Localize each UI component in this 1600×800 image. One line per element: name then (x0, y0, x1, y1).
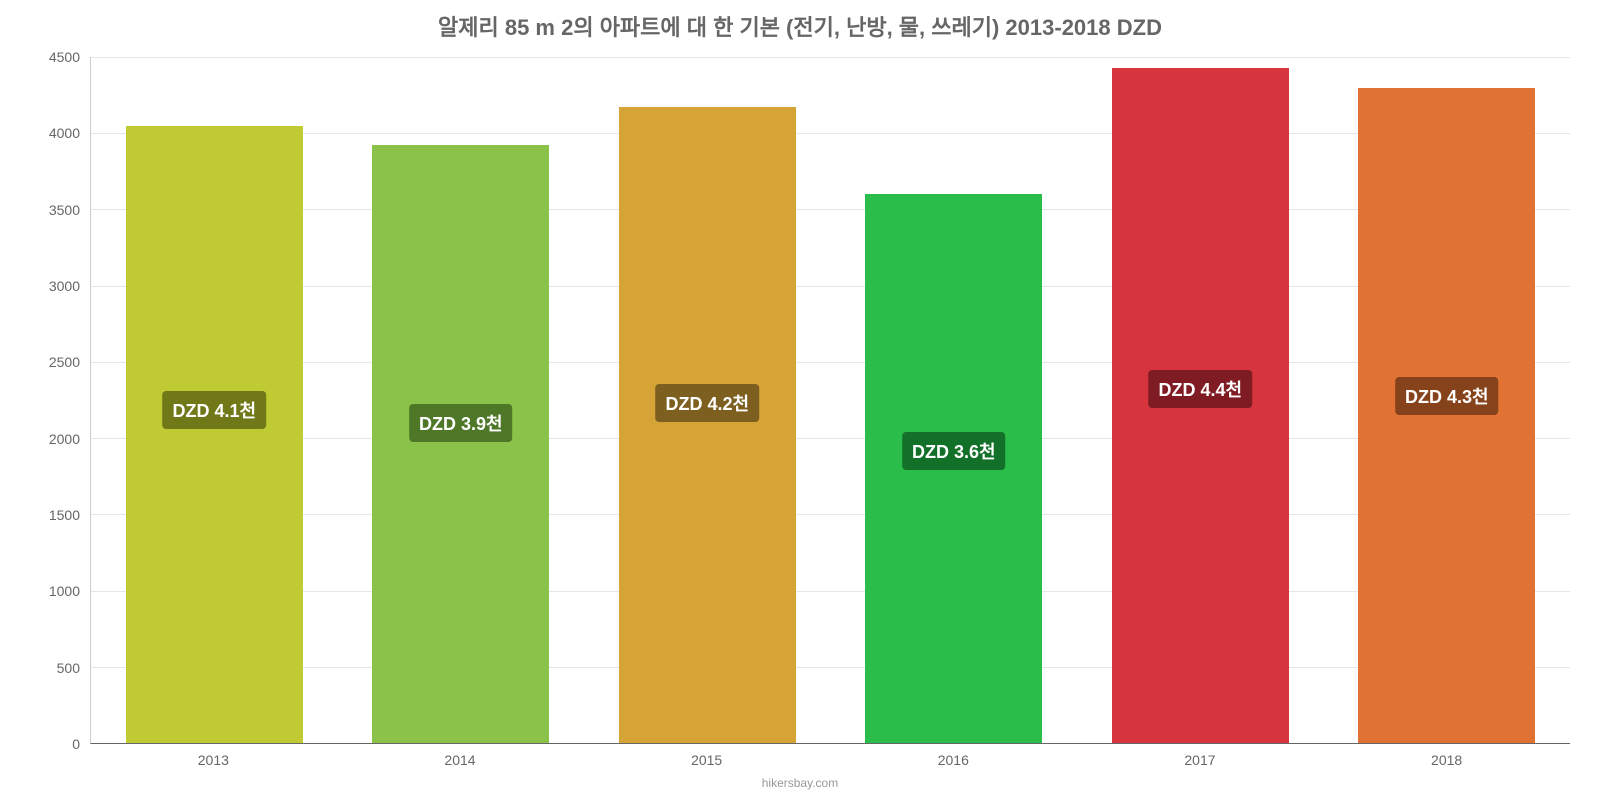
plot-area: DZD 4.1천 DZD 3.9천 DZD 4.2천 DZD 3.6천 DZD 4.4천… (90, 57, 1570, 744)
bar-label-2013: DZD 4.1천 (162, 391, 266, 429)
bar-group-2018: DZD 4.3천 (1358, 57, 1535, 743)
bar-label-2017: DZD 4.4천 (1148, 370, 1252, 408)
bar-group-2016: DZD 3.6천 (865, 57, 1042, 743)
x-tick: 2018 (1358, 752, 1536, 768)
x-tick: 2015 (618, 752, 796, 768)
bar-group-2013: DZD 4.1천 (126, 57, 303, 743)
bar-label-2016: DZD 3.6천 (902, 432, 1006, 470)
x-axis: 2013 2014 2015 2016 2017 2018 (90, 752, 1570, 768)
x-tick: 2013 (125, 752, 303, 768)
footer-text: hikersbay.com (762, 776, 838, 790)
bar-2015: DZD 4.2천 (619, 107, 796, 743)
bar-label-2018: DZD 4.3천 (1395, 377, 1499, 415)
bar-2014: DZD 3.9천 (372, 145, 549, 743)
bar-label-2015: DZD 4.2천 (655, 384, 759, 422)
bar-label-2014: DZD 3.9천 (409, 404, 513, 442)
chart-container: 4500 4000 3500 3000 2500 2000 1500 1000 … (30, 57, 1570, 744)
bar-2013: DZD 4.1천 (126, 126, 303, 743)
bars-container: DZD 4.1천 DZD 3.9천 DZD 4.2천 DZD 3.6천 DZD 4.4천… (91, 57, 1570, 743)
x-tick: 2014 (371, 752, 549, 768)
bar-2017: DZD 4.4천 (1112, 68, 1289, 743)
bar-group-2017: DZD 4.4천 (1112, 57, 1289, 743)
x-tick: 2016 (865, 752, 1043, 768)
bar-group-2014: DZD 3.9천 (372, 57, 549, 743)
bar-group-2015: DZD 4.2천 (619, 57, 796, 743)
chart-title: 알제리 85 m 2의 아파트에 대 한 기본 (전기, 난방, 물, 쓰레기)… (438, 10, 1162, 42)
bar-2016: DZD 3.6천 (865, 194, 1042, 743)
y-axis: 4500 4000 3500 3000 2500 2000 1500 1000 … (30, 57, 90, 744)
bar-2018: DZD 4.3천 (1358, 88, 1535, 744)
x-tick: 2017 (1111, 752, 1289, 768)
